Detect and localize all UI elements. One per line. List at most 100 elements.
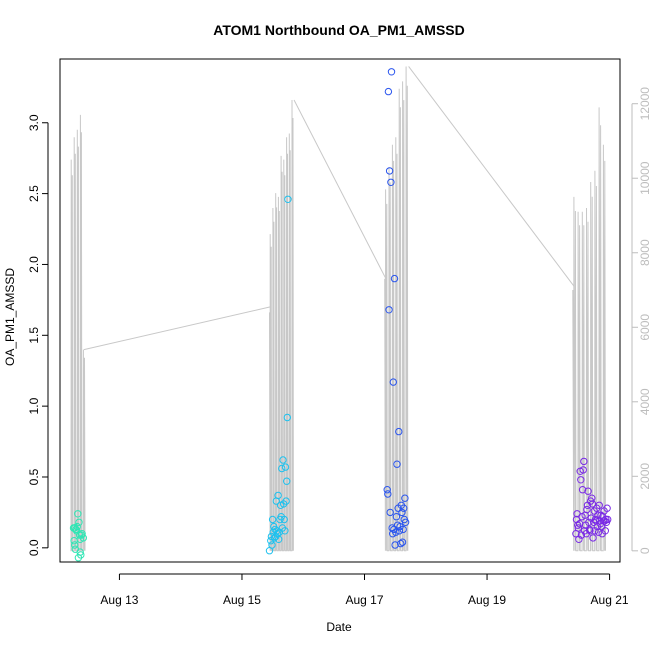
- data-point: [74, 510, 82, 518]
- data-point: [73, 522, 81, 531]
- line-connector-2: [293, 99, 387, 280]
- data-point: [401, 494, 409, 502]
- data-point: [591, 527, 599, 535]
- data-point: [384, 87, 393, 96]
- data-point: [387, 68, 396, 76]
- data-point: [595, 501, 603, 509]
- data-point: [387, 178, 395, 187]
- data-point: [583, 505, 591, 514]
- data-point: [281, 527, 289, 535]
- x-tick-label: Aug 15: [223, 593, 261, 607]
- x-tick-label: Aug 19: [468, 593, 506, 607]
- data-point: [392, 528, 400, 536]
- data-point: [71, 541, 79, 549]
- data-point: [400, 504, 408, 512]
- y-axis-left: 0.0 0.5 1.0 1.5 2.0 2.5 3.0: [27, 114, 49, 556]
- data-point: [584, 487, 592, 495]
- data-point: [574, 521, 582, 529]
- data-point: [385, 167, 394, 175]
- data-point: [398, 538, 407, 546]
- data-point: [601, 527, 609, 535]
- plot-area: [59, 58, 621, 563]
- data-point: [604, 515, 612, 524]
- line-burst-1: [70, 114, 86, 552]
- data-point: [278, 464, 286, 473]
- data-point: [275, 535, 283, 543]
- x-tick-label: Aug 17: [345, 593, 383, 607]
- data-point: [586, 527, 594, 535]
- data-point: [392, 513, 401, 521]
- y2-tick-label: 8000: [638, 239, 650, 266]
- y-tick-label: 0.0: [27, 539, 41, 556]
- y-tick-label: 0.5: [27, 468, 41, 485]
- data-point: [575, 535, 583, 543]
- y-tick-label: 2.0: [27, 256, 41, 273]
- data-point: [385, 306, 393, 314]
- x-tick-label: Aug 21: [591, 593, 629, 607]
- data-point: [268, 541, 276, 549]
- data-point: [399, 525, 407, 534]
- line-burst-2: [269, 99, 294, 552]
- y2-tick-label: 12000: [638, 87, 650, 121]
- x-axis: Aug 13 Aug 15 Aug 17 Aug 19 Aug 21: [100, 573, 629, 607]
- chart-title: ATOM1 Northbound OA_PM1_AMSSD: [213, 22, 465, 38]
- y-tick-label: 1.0: [27, 397, 41, 414]
- data-point: [603, 504, 611, 512]
- data-point: [397, 539, 405, 548]
- data-point: [76, 548, 84, 556]
- data-point: [78, 530, 86, 538]
- line-burst-4: [572, 107, 606, 552]
- line-burst-3: [384, 66, 409, 552]
- x-tick-label: Aug 13: [100, 593, 138, 607]
- data-point: [594, 528, 603, 536]
- data-point: [75, 518, 83, 526]
- y2-tick-label: 4000: [638, 388, 650, 415]
- data-point: [282, 497, 290, 505]
- data-point: [77, 551, 85, 559]
- data-point: [577, 476, 585, 484]
- y2-tick-label: 0: [638, 547, 650, 554]
- data-point: [401, 518, 410, 526]
- data-point: [273, 530, 282, 538]
- data-point: [274, 491, 282, 500]
- data-point: [395, 527, 404, 535]
- data-point: [284, 195, 292, 204]
- data-point: [589, 534, 597, 542]
- data-point: [580, 457, 588, 466]
- data-point: [579, 466, 587, 474]
- y-axis-label: OA_PM1_AMSSD: [3, 268, 17, 366]
- line-connector-1: [83, 306, 271, 351]
- y2-tick-label: 2000: [638, 463, 650, 490]
- x-axis-label: Date: [326, 620, 352, 634]
- data-point: [384, 490, 392, 498]
- data-point: [588, 500, 597, 508]
- y2-tick-label: 6000: [638, 314, 650, 341]
- line-connector-3: [408, 66, 575, 287]
- y-tick-label: 2.5: [27, 185, 41, 202]
- y-tick-label: 3.0: [27, 114, 41, 131]
- data-point: [389, 378, 397, 386]
- data-point: [280, 515, 288, 524]
- data-point: [79, 534, 88, 542]
- data-point: [393, 460, 401, 468]
- y-tick-label: 1.5: [27, 327, 41, 344]
- data-point: [268, 515, 277, 524]
- data-point: [283, 413, 291, 422]
- data-point: [588, 494, 596, 502]
- data-point: [578, 486, 587, 494]
- data-point: [574, 524, 582, 532]
- scatter-points: [69, 68, 612, 562]
- secondary-line-series: [70, 66, 606, 552]
- data-point: [390, 274, 399, 283]
- y-axis-right: 0 2000 4000 6000 8000 10000 12000: [631, 87, 650, 554]
- data-point: [279, 456, 287, 464]
- y2-tick-label: 10000: [638, 161, 650, 195]
- data-point: [391, 541, 399, 549]
- data-point: [585, 518, 593, 526]
- data-point: [386, 508, 394, 517]
- data-point: [395, 427, 403, 436]
- data-point: [398, 508, 406, 517]
- data-point: [383, 486, 391, 494]
- data-point: [281, 463, 290, 471]
